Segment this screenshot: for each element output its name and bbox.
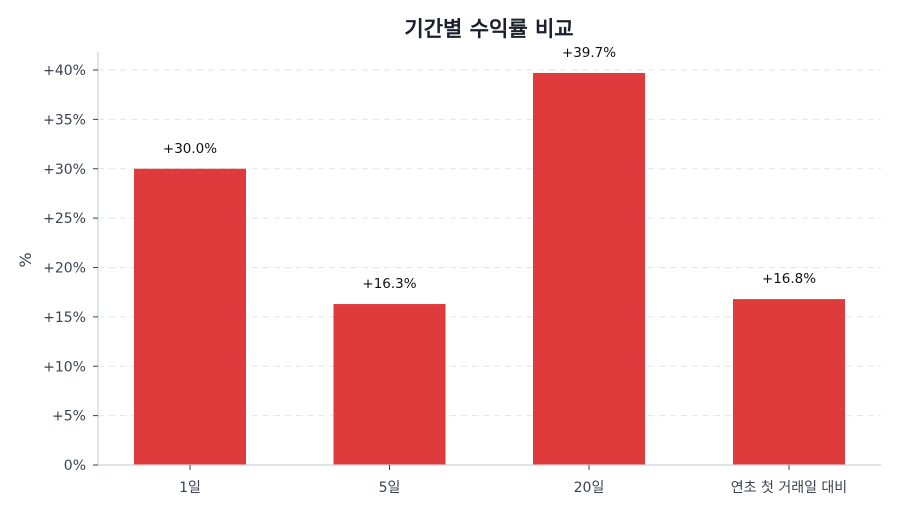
y-tick-label: +25%: [43, 211, 86, 227]
x-tick-label: 1일: [179, 480, 201, 496]
x-tick-label: 연초 첫 거래일 대비: [731, 480, 847, 496]
value-labels: +30.0% +16.3% +39.7% +16.8%: [163, 45, 816, 292]
y-tick-label: +35%: [43, 112, 86, 128]
x-tick-label: 20일: [574, 480, 605, 496]
y-tick-label: +40%: [43, 63, 86, 79]
y-tick-label: +10%: [43, 359, 86, 375]
y-tick-label: +30%: [43, 162, 86, 178]
bar: [733, 299, 845, 465]
bar-value-label: +16.3%: [362, 276, 416, 292]
bar: [333, 304, 446, 465]
bars: [134, 72, 845, 466]
y-axis-label: %: [16, 252, 35, 267]
bar-value-label: +16.8%: [762, 271, 816, 287]
bar: [134, 168, 246, 465]
y-tick-label: +20%: [43, 261, 86, 277]
x-axis-ticks: 1일 5일 20일 연초 첫 거래일 대비: [179, 465, 847, 496]
y-tick-label: 0%: [64, 458, 86, 474]
y-tick-label: +5%: [52, 409, 86, 425]
bar-value-label: +30.0%: [163, 141, 217, 157]
bar: [533, 72, 645, 466]
bar-value-label: +39.7%: [562, 45, 616, 61]
chart-title: 기간별 수익률 비교: [404, 17, 573, 41]
y-tick-label: +15%: [43, 310, 86, 326]
y-axis-ticks: 0% +5% +10% +15% +20% +25% +30% +35% +40%: [43, 63, 98, 474]
x-tick-label: 5일: [379, 480, 401, 496]
